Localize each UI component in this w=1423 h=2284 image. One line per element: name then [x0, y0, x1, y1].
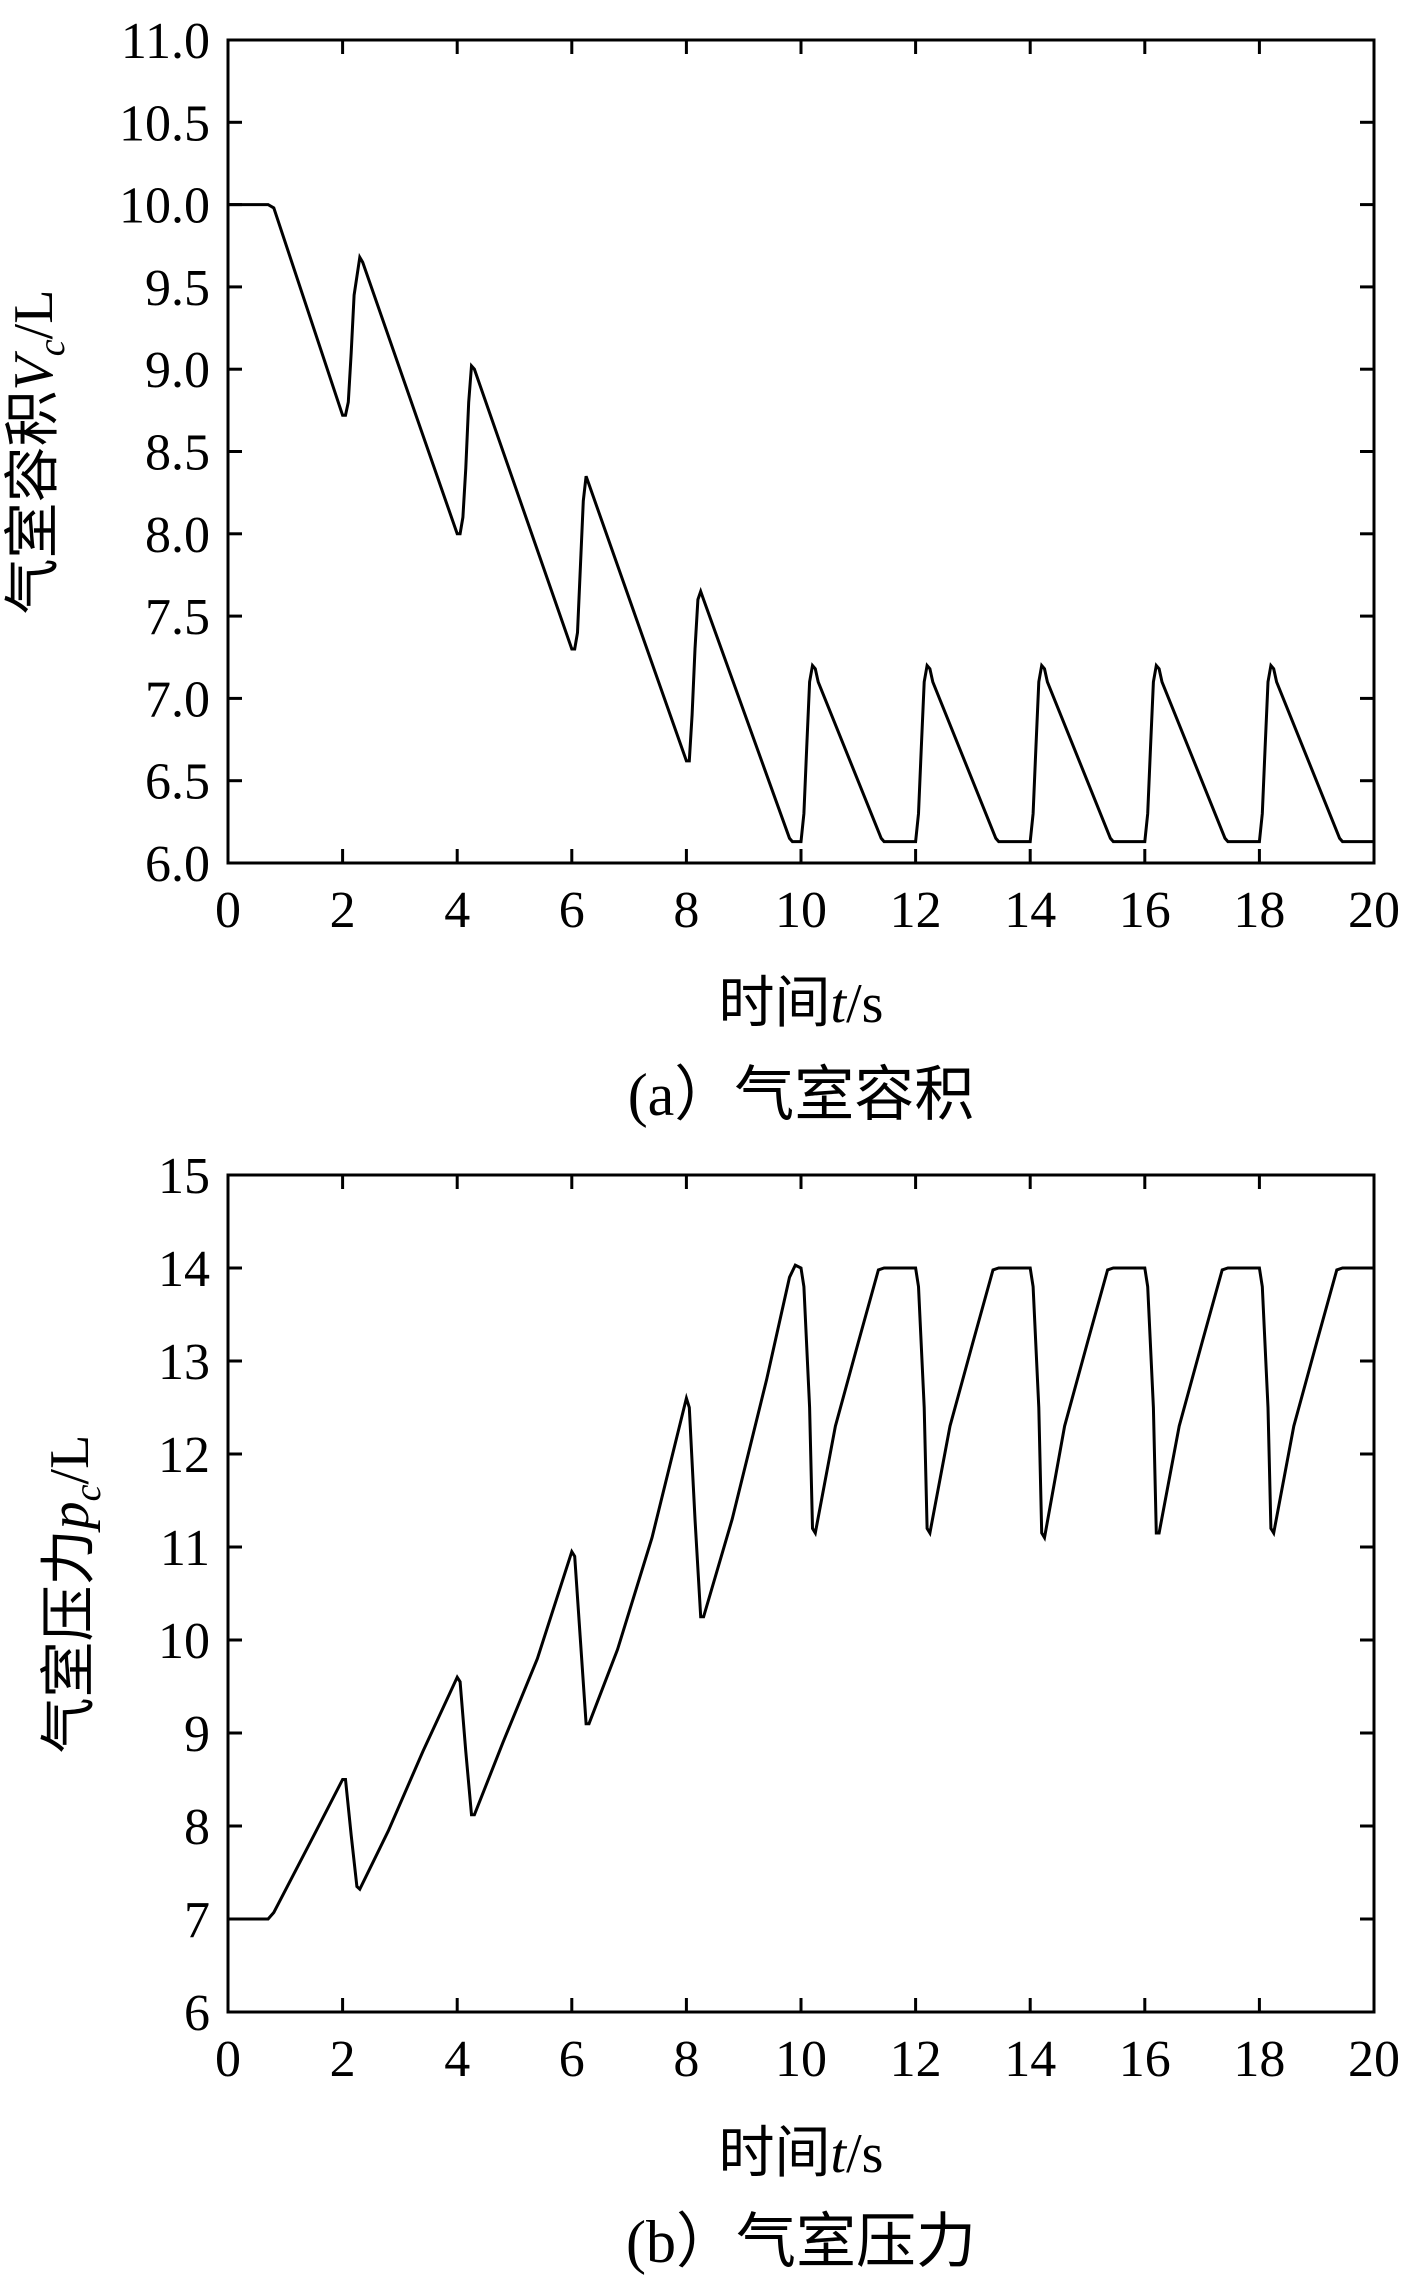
y-tick-label-b-6: 12 [158, 1427, 210, 1484]
x-tick-label-a-4: 8 [673, 882, 699, 939]
series-line-pressure [228, 1263, 1374, 1921]
y-tick-label-a-1: 6.5 [145, 754, 210, 811]
y-tick-label-a-2: 7.0 [145, 671, 210, 728]
x-tick-label-a-3: 6 [559, 882, 585, 939]
plot-frame-b [226, 1173, 1376, 2014]
x-tick-label-a-0: 0 [215, 882, 241, 939]
x-tick-label-b-4: 8 [673, 2031, 699, 2088]
x-tick-label-a-8: 16 [1119, 882, 1171, 939]
y-tick-label-a-0: 6.0 [145, 836, 210, 893]
y-ticks-b: 6 7 8 9 10 11 12 13 14 15 [158, 1148, 1374, 2042]
y-ticks-a: 6.0 6.5 7.0 7.5 8.0 8.5 9.0 9.5 10.0 10.5 11.0 [119, 13, 1374, 893]
y-tick-label-a-9: 10.5 [119, 95, 210, 152]
x-tick-label-b-8: 16 [1119, 2031, 1171, 2088]
x-tick-label-a-5: 10 [775, 882, 827, 939]
y-tick-label-a-4: 8.0 [145, 507, 210, 564]
x-tick-label-b-5: 10 [775, 2031, 827, 2088]
x-tick-label-a-1: 2 [330, 882, 356, 939]
y-tick-label-a-6: 9.0 [145, 342, 210, 399]
y-tick-label-b-2: 8 [184, 1799, 210, 1856]
y-axis-label-b: 气室压力pc/L [39, 1435, 109, 1754]
plot-frame-a [226, 38, 1376, 865]
series-line-volume [228, 203, 1374, 844]
y-tick-label-b-4: 10 [158, 1613, 210, 1670]
y-tick-label-b-7: 13 [158, 1334, 210, 1391]
x-tick-label-a-2: 4 [444, 882, 470, 939]
chart-volume: 6.0 6.5 7.0 7.5 8.0 8.5 9.0 9.5 10.0 10.5 11.0 0 2 4… [3, 13, 1400, 1128]
x-ticks-a: 0 2 4 6 8 10 12 14 16 18 20 [215, 40, 1400, 939]
y-axis-label-a: 气室容积Vc/L [3, 290, 73, 615]
x-tick-label-a-10: 20 [1348, 882, 1400, 939]
y-tick-label-a-7: 9.5 [145, 260, 210, 317]
x-axis-label-b: 时间t/s [719, 2123, 884, 2185]
caption-a: (a）气室容积 [628, 1062, 975, 1128]
x-tick-label-b-3: 6 [559, 2031, 585, 2088]
y-tick-label-b-1: 7 [184, 1892, 210, 1949]
y-tick-label-b-8: 14 [158, 1241, 210, 1298]
y-tick-label-b-9: 15 [158, 1148, 210, 1205]
x-tick-label-b-9: 18 [1233, 2031, 1285, 2088]
x-tick-label-a-9: 18 [1233, 882, 1285, 939]
y-tick-label-a-10: 11.0 [121, 13, 210, 70]
x-tick-label-a-6: 12 [890, 882, 942, 939]
x-tick-label-b-10: 20 [1348, 2031, 1400, 2088]
x-tick-label-b-7: 14 [1004, 2031, 1056, 2088]
y-tick-label-a-8: 10.0 [119, 178, 210, 235]
y-tick-label-a-5: 8.5 [145, 425, 210, 482]
y-tick-label-a-3: 7.5 [145, 589, 210, 646]
x-tick-label-b-6: 12 [890, 2031, 942, 2088]
x-axis-label-a: 时间t/s [719, 973, 884, 1035]
chart-pressure: 6 7 8 9 10 11 12 13 14 15 0 2 4 6 8 10 12 14 16 18 20 时间t/s… [39, 1148, 1400, 2275]
x-tick-label-b-1: 2 [330, 2031, 356, 2088]
x-tick-label-b-0: 0 [215, 2031, 241, 2088]
x-tick-label-a-7: 14 [1004, 882, 1056, 939]
caption-b: (b）气室压力 [626, 2209, 976, 2275]
y-tick-label-b-5: 11 [160, 1520, 210, 1577]
x-tick-label-b-2: 4 [444, 2031, 470, 2088]
x-ticks-b: 0 2 4 6 8 10 12 14 16 18 20 [215, 1175, 1400, 2088]
y-tick-label-b-3: 9 [184, 1706, 210, 1763]
y-tick-label-b-0: 6 [184, 1985, 210, 2042]
